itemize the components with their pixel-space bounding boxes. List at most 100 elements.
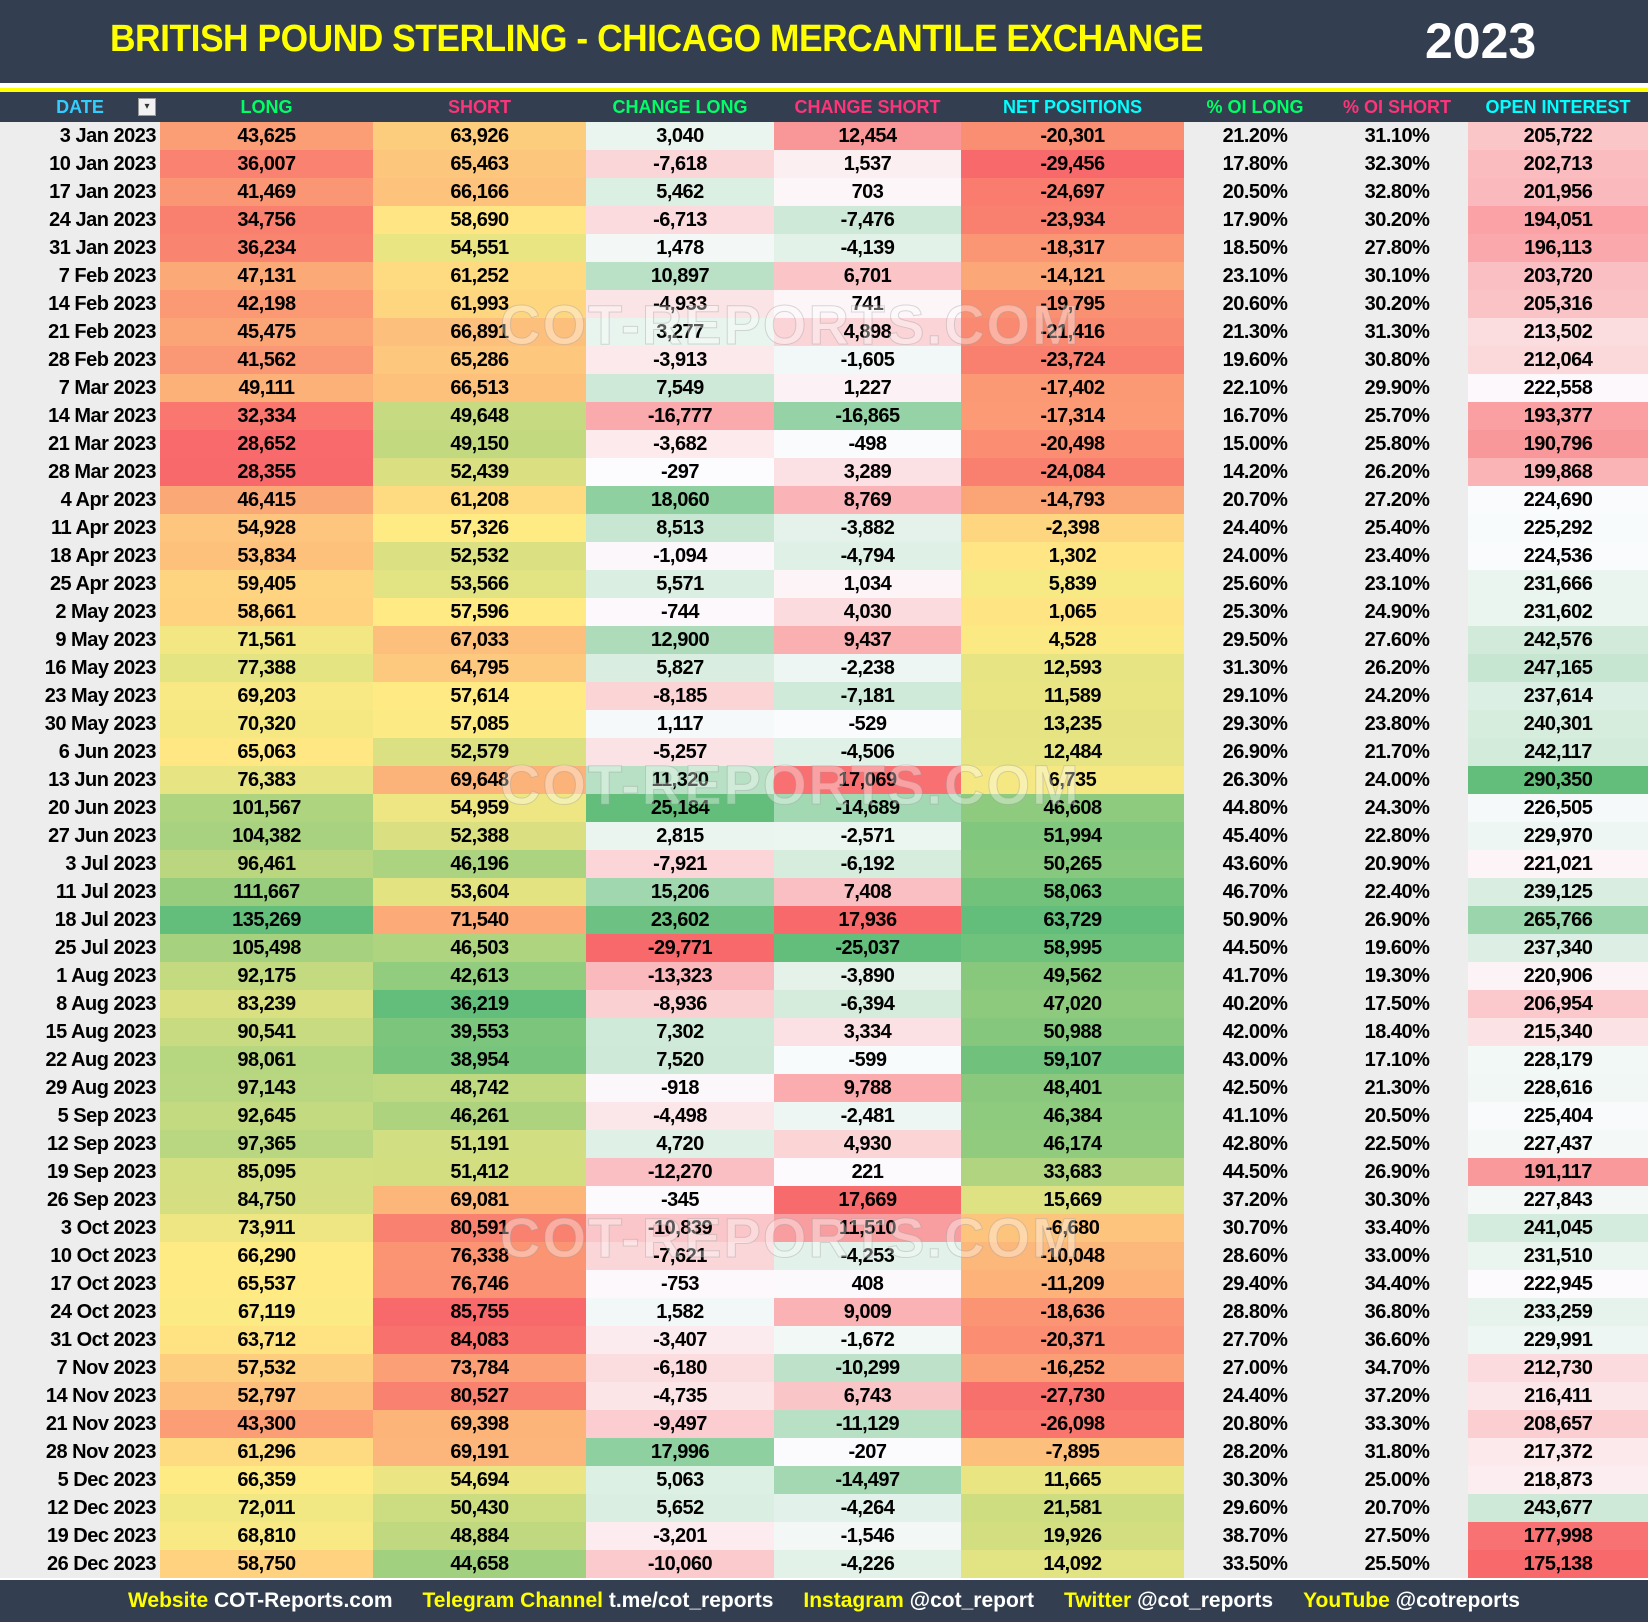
cell-open-interest: 240,301 <box>1468 710 1648 738</box>
column-header-long[interactable]: LONG <box>240 97 293 117</box>
cell-net-positions: 15,669 <box>961 1186 1184 1214</box>
cell-long: 32,334 <box>160 402 373 430</box>
cell-long: 83,239 <box>160 990 373 1018</box>
table-row: 7 Nov 2023 57,532 73,784 -6,180 -10,299 -16,2… <box>0 1354 1648 1382</box>
cell-change-long: -6,180 <box>586 1354 774 1382</box>
cell-short: 57,596 <box>373 598 586 626</box>
column-header-change-long[interactable]: CHANGE LONG <box>612 97 748 117</box>
cell-date: 20 Jun 2023 <box>0 794 160 822</box>
cell-date: 18 Apr 2023 <box>0 542 160 570</box>
footer-link-youtube[interactable]: YouTube @cotreports <box>1303 1589 1520 1613</box>
cell-open-interest: 203,720 <box>1468 262 1648 290</box>
cell-short: 52,532 <box>373 542 586 570</box>
column-header-net-positions[interactable]: NET POSITIONS <box>1002 97 1143 117</box>
cell-pct-oi-short: 29.90% <box>1326 374 1468 402</box>
cell-net-positions: -23,724 <box>961 346 1184 374</box>
table-row: 26 Dec 2023 58,750 44,658 -10,060 -4,226 14,0… <box>0 1550 1648 1578</box>
cell-date: 24 Jan 2023 <box>0 206 160 234</box>
cell-short: 36,219 <box>373 990 586 1018</box>
footer-link-instagram[interactable]: Instagram @cot_report <box>803 1589 1034 1613</box>
cell-change-short: -7,181 <box>774 682 961 710</box>
cell-pct-oi-short: 25.80% <box>1326 430 1468 458</box>
cell-open-interest: 225,404 <box>1468 1102 1648 1130</box>
cell-pct-oi-short: 20.70% <box>1326 1494 1468 1522</box>
table-row: 29 Aug 2023 97,143 48,742 -918 9,788 48,401 42… <box>0 1074 1648 1102</box>
cell-pct-oi-short: 33.00% <box>1326 1242 1468 1270</box>
column-header-date[interactable]: DATE <box>56 97 104 117</box>
cell-pct-oi-long: 31.30% <box>1184 654 1326 682</box>
cell-pct-oi-short: 21.70% <box>1326 738 1468 766</box>
cell-short: 66,513 <box>373 374 586 402</box>
cell-pct-oi-short: 23.40% <box>1326 542 1468 570</box>
cell-long: 58,661 <box>160 598 373 626</box>
footer-link-website[interactable]: Website COT-Reports.com <box>128 1589 393 1613</box>
cell-pct-oi-long: 43.60% <box>1184 850 1326 878</box>
cell-change-short: 4,030 <box>774 598 961 626</box>
cell-change-long: 7,520 <box>586 1046 774 1074</box>
cell-change-short: 6,701 <box>774 262 961 290</box>
cell-change-short: -207 <box>774 1438 961 1466</box>
cell-change-long: 5,571 <box>586 570 774 598</box>
cell-pct-oi-short: 30.30% <box>1326 1186 1468 1214</box>
cell-open-interest: 231,666 <box>1468 570 1648 598</box>
footer-link-label: Instagram <box>803 1589 904 1612</box>
footer-link-telegram-channel[interactable]: Telegram Channel t.me/cot_reports <box>423 1589 774 1613</box>
cell-pct-oi-short: 32.80% <box>1326 178 1468 206</box>
cell-net-positions: -21,416 <box>961 318 1184 346</box>
cell-open-interest: 217,372 <box>1468 1438 1648 1466</box>
cell-short: 57,326 <box>373 514 586 542</box>
cell-change-short: -3,890 <box>774 962 961 990</box>
cell-pct-oi-long: 23.10% <box>1184 262 1326 290</box>
table-row: 12 Sep 2023 97,365 51,191 4,720 4,930 46,174 4… <box>0 1130 1648 1158</box>
cell-pct-oi-short: 22.80% <box>1326 822 1468 850</box>
table-row: 10 Oct 2023 66,290 76,338 -7,621 -4,253 -10,0… <box>0 1242 1648 1270</box>
table-row: 24 Jan 2023 34,756 58,690 -6,713 -7,476 -23,9… <box>0 206 1648 234</box>
cell-date: 3 Oct 2023 <box>0 1214 160 1242</box>
cell-net-positions: 46,174 <box>961 1130 1184 1158</box>
cell-net-positions: 59,107 <box>961 1046 1184 1074</box>
cell-pct-oi-short: 26.20% <box>1326 654 1468 682</box>
cell-change-long: 4,720 <box>586 1130 774 1158</box>
column-header-short[interactable]: SHORT <box>448 97 511 117</box>
column-header-row: DATE ▾ LONG SHORT CHANGE LONG CHANGE SHORT NET… <box>0 92 1648 122</box>
column-header-pct-oi-short[interactable]: % OI SHORT <box>1342 97 1451 117</box>
cell-short: 66,891 <box>373 318 586 346</box>
table-row: 26 Sep 2023 84,750 69,081 -345 17,669 15,669 3… <box>0 1186 1648 1214</box>
cell-change-long: -4,498 <box>586 1102 774 1130</box>
cell-net-positions: -20,371 <box>961 1326 1184 1354</box>
cell-pct-oi-short: 24.20% <box>1326 682 1468 710</box>
cell-long: 36,234 <box>160 234 373 262</box>
cell-pct-oi-long: 38.70% <box>1184 1522 1326 1550</box>
table-row: 21 Nov 2023 43,300 69,398 -9,497 -11,129 -26,… <box>0 1410 1648 1438</box>
footer-link-twitter[interactable]: Twitter @cot_reports <box>1064 1589 1273 1613</box>
table-row: 31 Jan 2023 36,234 54,551 1,478 -4,139 -18,31… <box>0 234 1648 262</box>
cell-open-interest: 190,796 <box>1468 430 1648 458</box>
cell-long: 36,007 <box>160 150 373 178</box>
cell-open-interest: 191,117 <box>1468 1158 1648 1186</box>
cell-change-long: -345 <box>586 1186 774 1214</box>
cell-change-short: 3,334 <box>774 1018 961 1046</box>
cell-long: 135,269 <box>160 906 373 934</box>
cell-change-long: 17,996 <box>586 1438 774 1466</box>
cell-pct-oi-long: 26.90% <box>1184 738 1326 766</box>
cell-short: 44,658 <box>373 1550 586 1578</box>
column-header-pct-oi-long[interactable]: % OI LONG <box>1206 97 1304 117</box>
cell-open-interest: 212,064 <box>1468 346 1648 374</box>
cell-change-long: -1,094 <box>586 542 774 570</box>
cell-pct-oi-short: 27.60% <box>1326 626 1468 654</box>
cell-net-positions: 58,063 <box>961 878 1184 906</box>
column-header-change-short[interactable]: CHANGE SHORT <box>794 97 941 117</box>
filter-dropdown-icon[interactable]: ▾ <box>138 98 156 116</box>
table-row: 14 Nov 2023 52,797 80,527 -4,735 6,743 -27,73… <box>0 1382 1648 1410</box>
cell-pct-oi-short: 33.30% <box>1326 1410 1468 1438</box>
cell-open-interest: 229,970 <box>1468 822 1648 850</box>
cell-long: 66,359 <box>160 1466 373 1494</box>
table-row: 28 Feb 2023 41,562 65,286 -3,913 -1,605 -23,7… <box>0 346 1648 374</box>
cell-change-long: 3,277 <box>586 318 774 346</box>
cell-short: 65,463 <box>373 150 586 178</box>
cell-long: 76,383 <box>160 766 373 794</box>
column-header-open-interest[interactable]: OPEN INTEREST <box>1485 97 1631 117</box>
cell-net-positions: -17,402 <box>961 374 1184 402</box>
cell-open-interest: 231,602 <box>1468 598 1648 626</box>
cell-change-short: -4,264 <box>774 1494 961 1522</box>
